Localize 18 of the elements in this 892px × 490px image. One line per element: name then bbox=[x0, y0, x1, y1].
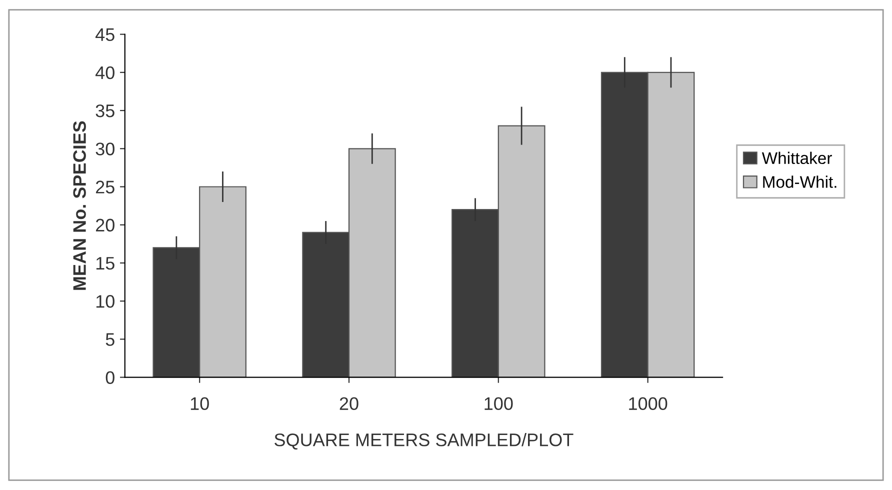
y-tick-label: 30 bbox=[96, 142, 114, 156]
y-tick-label: 10 bbox=[96, 295, 114, 308]
y-tick-label: 15 bbox=[96, 257, 114, 270]
y-tick-label: 45 bbox=[95, 28, 114, 42]
legend-label: Whittaker bbox=[762, 152, 832, 164]
x-tick-label: 10 bbox=[190, 397, 209, 410]
y-tick-label: 20 bbox=[96, 218, 114, 232]
x-axis-title: SQUARE METERS SAMPLED/PLOT bbox=[274, 433, 574, 450]
x-tick-label: 1000 bbox=[629, 397, 668, 410]
y-tick-label: 35 bbox=[96, 104, 114, 118]
x-tick-label: 100 bbox=[484, 397, 513, 410]
y-tick-label: 40 bbox=[95, 66, 114, 80]
y-tick-label: 25 bbox=[96, 180, 114, 194]
legend-label: Mod-Whit. bbox=[763, 176, 836, 188]
y-tick-label: 0 bbox=[106, 371, 114, 384]
x-tick-label: 20 bbox=[340, 397, 358, 410]
y-tick-label: 5 bbox=[106, 333, 114, 346]
y-axis-title: MEAN No. SPECIES bbox=[73, 121, 86, 290]
